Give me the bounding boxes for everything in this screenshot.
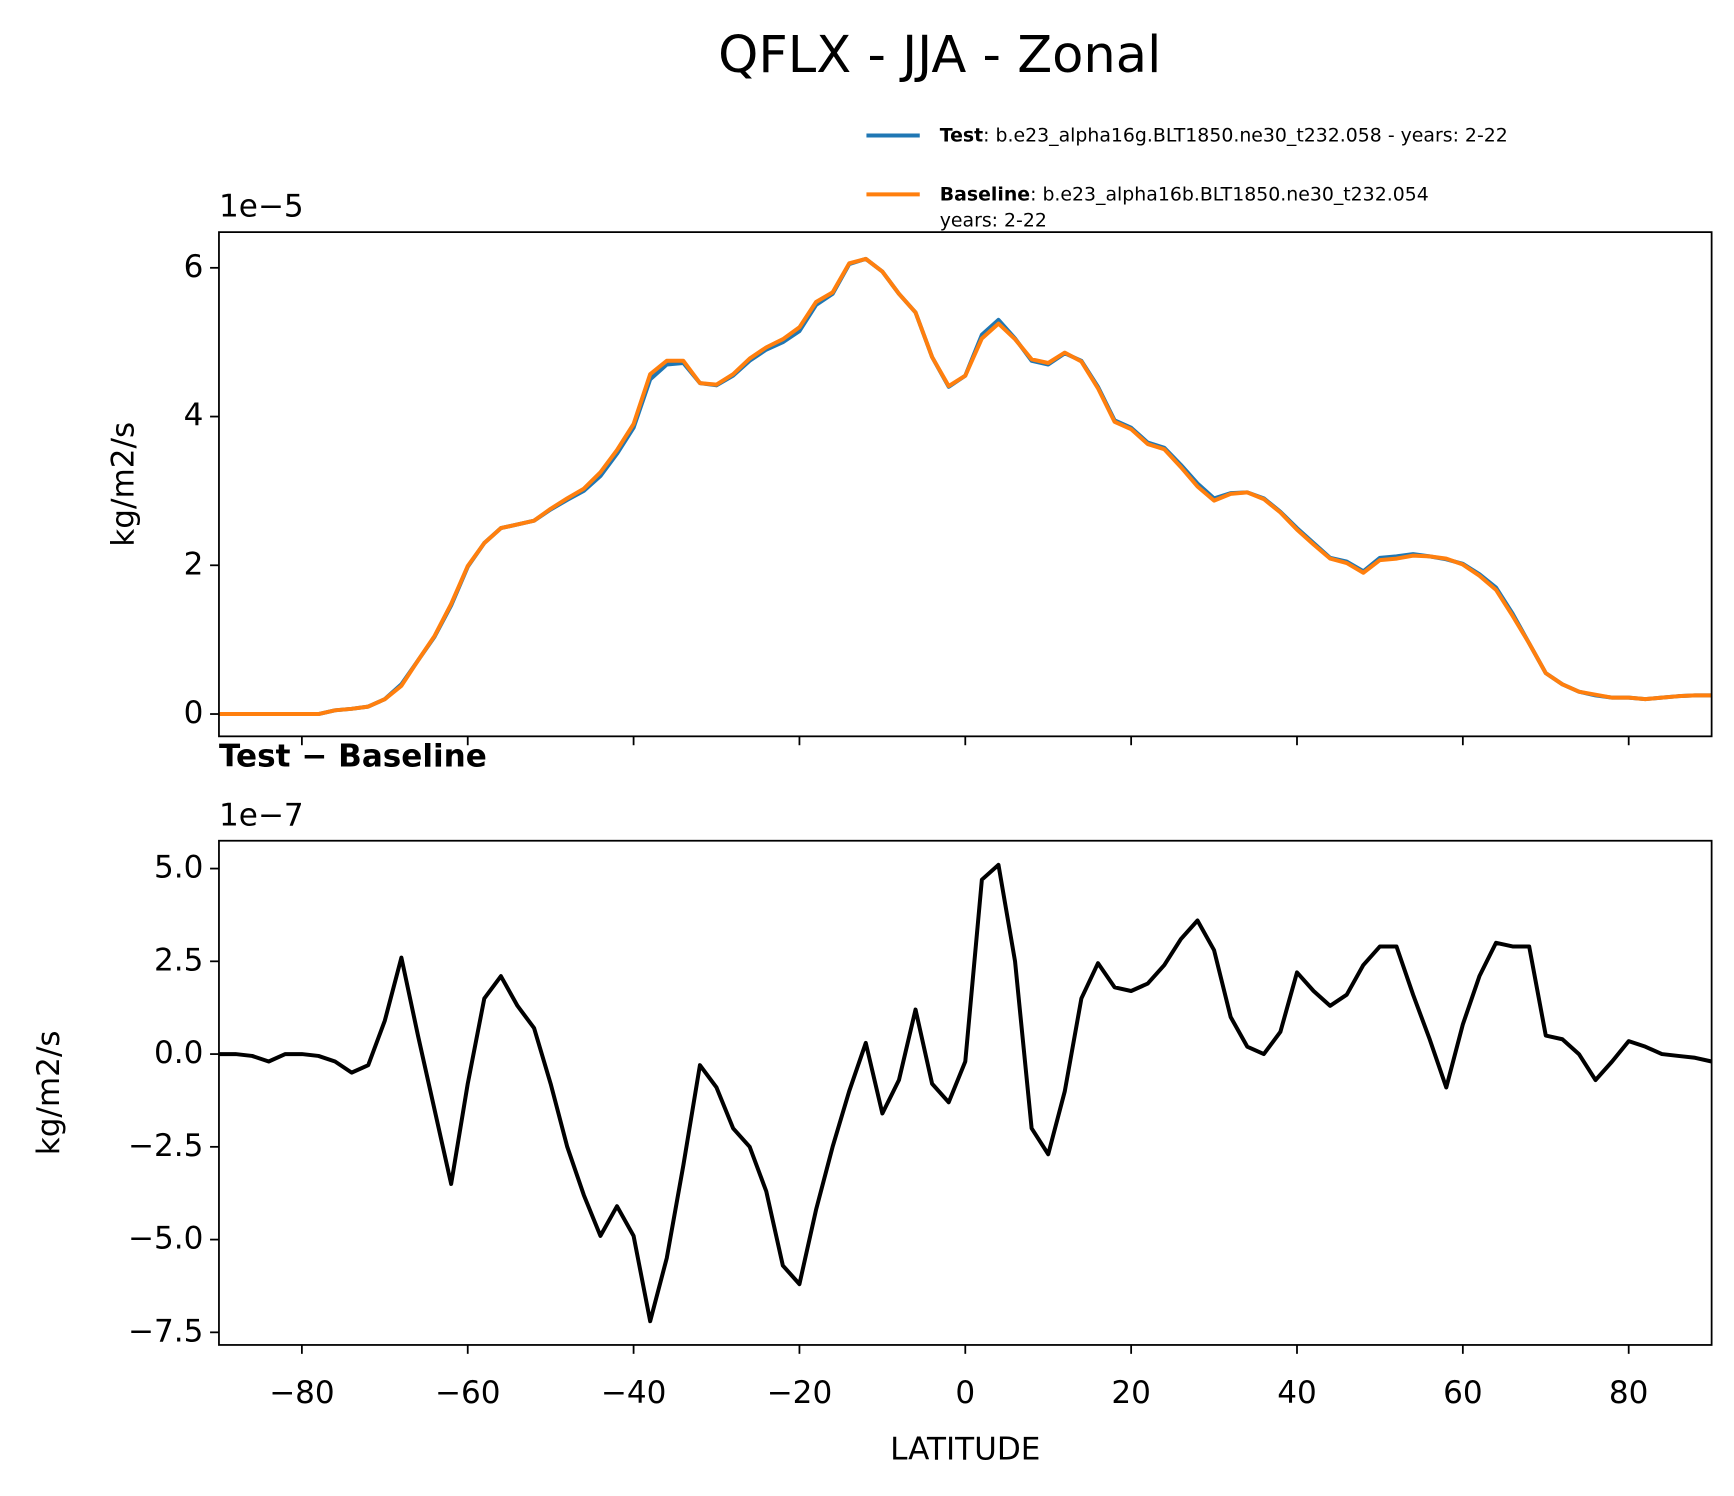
legend-name: Test <box>940 124 983 146</box>
y-axis-label: kg/m2/s <box>106 422 142 547</box>
y-tick-label: 4 <box>184 398 204 434</box>
y-tick-label: 2 <box>184 546 204 582</box>
y-tick-label: −2.5 <box>128 1128 203 1164</box>
x-axis-label: LATITUDE <box>890 1431 1040 1467</box>
offset-label: 1e−5 <box>219 189 304 225</box>
panel-title: Test − Baseline <box>219 738 487 774</box>
legend-entry: Test: b.e23_alpha16g.BLT1850.ne30_t232.0… <box>940 124 1508 146</box>
legend-name: Baseline <box>940 183 1030 205</box>
x-tick-label: 0 <box>955 1375 975 1411</box>
y-tick-label: 6 <box>184 249 204 285</box>
y-tick-label: 0 <box>184 695 204 731</box>
x-tick-label: −60 <box>435 1375 501 1411</box>
axes-frame <box>218 839 1713 1346</box>
x-tick-label: 60 <box>1443 1375 1483 1411</box>
y-tick-label: 5.0 <box>154 850 203 886</box>
legend-entry: Baseline: b.e23_alpha16b.BLT1850.ne30_t2… <box>940 183 1429 205</box>
x-tick-label: −20 <box>767 1375 833 1411</box>
legend-description: years: 2-22 <box>940 210 1047 232</box>
y-axis-label: kg/m2/s <box>31 1030 67 1155</box>
series-line <box>218 256 1712 717</box>
x-tick-label: 40 <box>1277 1375 1317 1411</box>
series-line <box>218 862 1713 1324</box>
series-line <box>218 256 1712 717</box>
y-tick-label: 2.5 <box>154 942 203 978</box>
y-tick-label: −5.0 <box>128 1221 203 1257</box>
chart-title: QFLX - JJA - Zonal <box>718 26 1161 85</box>
x-tick-label: −80 <box>269 1375 335 1411</box>
y-tick-label: 0.0 <box>154 1035 203 1071</box>
x-tick-label: −40 <box>601 1375 667 1411</box>
offset-label: 1e−7 <box>219 797 304 833</box>
axes-frame <box>218 231 1713 738</box>
x-tick-label: 80 <box>1609 1375 1649 1411</box>
legend-description: : b.e23_alpha16g.BLT1850.ne30_t232.058 -… <box>983 124 1508 146</box>
x-tick-label: 20 <box>1111 1375 1151 1411</box>
y-tick-label: −7.5 <box>128 1313 203 1349</box>
legend-description: : b.e23_alpha16b.BLT1850.ne30_t232.054 <box>1030 183 1429 205</box>
